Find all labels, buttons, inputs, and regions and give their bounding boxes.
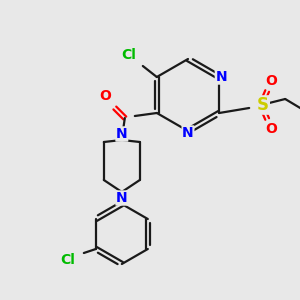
Text: O: O: [265, 122, 277, 136]
Text: N: N: [182, 126, 194, 140]
Text: O: O: [265, 74, 277, 88]
Text: O: O: [99, 89, 111, 103]
Text: Cl: Cl: [122, 48, 136, 62]
Text: S: S: [257, 96, 269, 114]
Text: Cl: Cl: [60, 253, 75, 267]
Text: N: N: [116, 191, 128, 205]
Text: N: N: [116, 127, 128, 141]
Text: N: N: [215, 70, 227, 84]
